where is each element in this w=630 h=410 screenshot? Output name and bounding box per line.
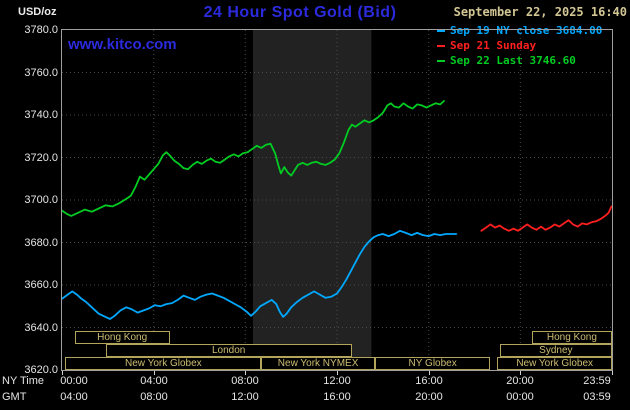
y-axis-label: 3620.0 bbox=[24, 364, 58, 376]
x-axis-label-gmt: 04:00 bbox=[60, 391, 88, 403]
y-axis-label: 3780.0 bbox=[24, 24, 58, 36]
x-axis-tick bbox=[245, 371, 246, 375]
legend-label: Sep 22 Last 3746.60 bbox=[450, 54, 576, 67]
session-box-london: London bbox=[105, 344, 352, 357]
legend-label: Sep 21 Sunday bbox=[450, 39, 537, 52]
legend-color-dash-icon bbox=[437, 30, 445, 32]
nymex-session-band bbox=[252, 30, 372, 370]
x-axis-tick bbox=[62, 371, 63, 375]
chart-datetime: September 22, 2025 16:40 bbox=[453, 5, 627, 19]
y-axis-label: 3740.0 bbox=[24, 109, 58, 121]
x-axis-tick bbox=[520, 371, 521, 375]
x-axis-label-ny: 23:59 bbox=[583, 375, 611, 387]
y-axis-label: 3660.0 bbox=[24, 279, 58, 291]
session-box-hong-kong: Hong Kong bbox=[74, 331, 170, 344]
legend-item: Sep 22 Last 3746.60 bbox=[437, 54, 602, 69]
session-box-sydney: Sydney bbox=[499, 344, 612, 357]
legend-label: Sep 19 NY close 3684.00 bbox=[450, 24, 603, 37]
session-box-new-york-globex: New York Globex bbox=[497, 357, 612, 370]
x-axis-tick bbox=[429, 371, 430, 375]
session-box-new-york-nymex: New York NYMEX bbox=[261, 357, 375, 370]
x-axis-tick bbox=[612, 371, 613, 375]
y-axis-label: 3640.0 bbox=[24, 322, 58, 334]
y-axis-label: 3760.0 bbox=[24, 67, 58, 79]
x-axis-label-gmt: 16:00 bbox=[323, 391, 351, 403]
legend-item: Sep 21 Sunday bbox=[437, 39, 602, 54]
x-axis-label-gmt: 20:00 bbox=[415, 391, 443, 403]
x-axis-label-ny: 12:00 bbox=[323, 375, 351, 387]
x-axis-label-ny: 00:00 bbox=[60, 375, 88, 387]
y-axis-label: 3680.0 bbox=[24, 237, 58, 249]
x-axis-label-gmt: 00:00 bbox=[506, 391, 534, 403]
plot-area: www.kitco.com Hong Kong Hong Kong London Sy… bbox=[61, 29, 613, 371]
x-axis-label-ny: 16:00 bbox=[415, 375, 443, 387]
ny-time-label: NY Time bbox=[2, 375, 44, 387]
session-box-hong-kong: Hong Kong bbox=[531, 331, 612, 344]
legend-color-dash-icon bbox=[437, 45, 445, 47]
kitco-link[interactable]: www.kitco.com bbox=[68, 36, 177, 53]
legend-color-dash-icon bbox=[437, 60, 445, 62]
unit-label: USD/oz bbox=[18, 6, 57, 18]
x-axis-tick bbox=[154, 371, 155, 375]
y-axis-label: 3700.0 bbox=[24, 194, 58, 206]
x-axis-label-ny: 08:00 bbox=[231, 375, 259, 387]
gmt-label: GMT bbox=[2, 391, 27, 403]
series-line-sep-22-last bbox=[62, 100, 445, 217]
session-box-ny-globex: NY Globex bbox=[374, 357, 491, 370]
x-axis-label-gmt: 08:00 bbox=[140, 391, 168, 403]
price-chart bbox=[62, 30, 612, 370]
page-title: 24 Hour Spot Gold (Bid) bbox=[203, 4, 397, 21]
series-line-sep-21-sunday bbox=[480, 205, 612, 232]
legend: Sep 19 NY close 3684.00 Sep 21 Sunday Sep … bbox=[437, 24, 602, 69]
x-axis-label-gmt: 03:59 bbox=[583, 391, 611, 403]
y-axis-label: 3720.0 bbox=[24, 152, 58, 164]
session-box-new-york-globex: New York Globex bbox=[65, 357, 262, 370]
x-axis-label-ny: 04:00 bbox=[140, 375, 168, 387]
x-axis-tick bbox=[337, 371, 338, 375]
legend-item: Sep 19 NY close 3684.00 bbox=[437, 24, 602, 39]
x-axis-label-gmt: 12:00 bbox=[231, 391, 259, 403]
series-line-sep-19-ny-close bbox=[62, 229, 458, 320]
x-axis-label-ny: 20:00 bbox=[506, 375, 534, 387]
